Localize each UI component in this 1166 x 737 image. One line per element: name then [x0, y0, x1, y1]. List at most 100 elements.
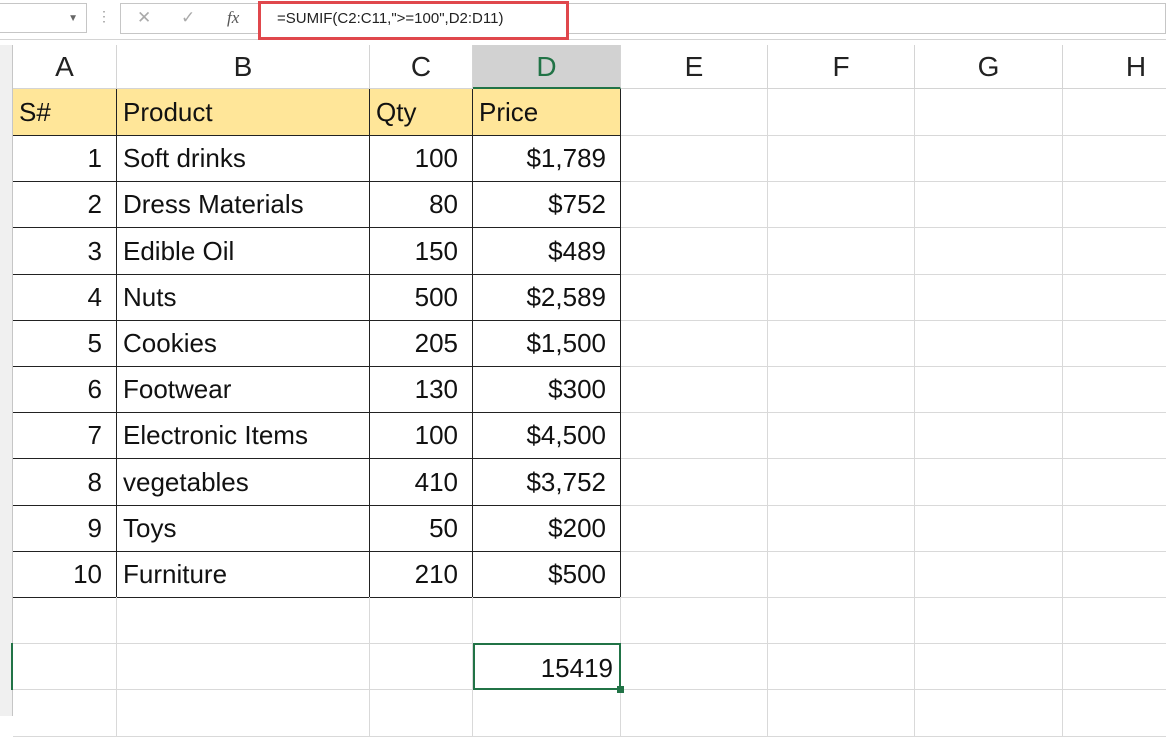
empty-cell[interactable] — [1063, 643, 1166, 691]
table-cell[interactable]: 80 — [370, 181, 473, 229]
table-cell[interactable]: 150 — [370, 227, 473, 275]
table-cell[interactable]: 100 — [370, 135, 473, 183]
empty-cell[interactable] — [1063, 181, 1166, 229]
empty-cell[interactable] — [915, 89, 1063, 136]
chevron-down-icon[interactable]: ▼ — [68, 13, 78, 24]
table-cell[interactable]: 6 — [13, 366, 117, 414]
empty-cell[interactable] — [768, 181, 915, 229]
table-cell[interactable]: vegetables — [117, 458, 370, 506]
table-cell[interactable]: 2 — [13, 181, 117, 229]
table-cell[interactable]: 410 — [370, 458, 473, 506]
empty-cell[interactable] — [1063, 320, 1166, 367]
empty-cell[interactable] — [621, 597, 768, 645]
empty-cell[interactable] — [768, 504, 915, 552]
table-cell[interactable]: 3 — [13, 227, 117, 275]
empty-cell[interactable] — [117, 689, 370, 737]
empty-cell[interactable] — [768, 458, 915, 506]
fx-icon[interactable]: fx — [227, 8, 240, 27]
empty-cell[interactable] — [915, 181, 1063, 229]
empty-cell[interactable] — [915, 273, 1063, 321]
table-cell[interactable]: 500 — [370, 273, 473, 321]
empty-cell[interactable] — [768, 412, 915, 460]
empty-cell[interactable] — [1063, 412, 1166, 460]
column-header-g[interactable]: G — [915, 45, 1063, 89]
cancel-icon[interactable]: ✕ — [137, 8, 152, 27]
empty-cell[interactable] — [768, 89, 915, 136]
empty-cell[interactable] — [915, 458, 1063, 506]
name-box[interactable]: ▼ — [0, 3, 87, 33]
column-header-f[interactable]: F — [768, 45, 915, 89]
empty-cell[interactable] — [621, 689, 768, 737]
empty-cell[interactable] — [370, 597, 473, 645]
table-cell[interactable]: Toys — [117, 504, 370, 552]
enter-icon[interactable]: ✓ — [181, 8, 196, 27]
drag-handle-icon[interactable]: ⋮ — [97, 8, 111, 24]
table-cell[interactable]: 1 — [13, 135, 117, 183]
empty-cell[interactable] — [13, 597, 117, 645]
column-header-d[interactable]: D — [473, 45, 621, 89]
empty-cell[interactable] — [1063, 597, 1166, 645]
empty-cell[interactable] — [1063, 228, 1166, 275]
empty-cell[interactable] — [768, 551, 915, 598]
table-cell[interactable]: Dress Materials — [117, 181, 370, 229]
table-cell[interactable]: $1,500 — [473, 320, 621, 367]
table-cell[interactable]: $300 — [473, 366, 621, 414]
empty-cell[interactable] — [370, 643, 473, 691]
empty-cell[interactable] — [1063, 366, 1166, 414]
table-cell[interactable]: Electronic Items — [117, 412, 370, 460]
column-header-a[interactable]: A — [13, 45, 117, 89]
empty-cell[interactable] — [1063, 505, 1166, 552]
empty-cell[interactable] — [473, 689, 621, 737]
table-cell[interactable]: Nuts — [117, 273, 370, 321]
empty-cell[interactable] — [621, 504, 768, 552]
empty-cell[interactable] — [915, 597, 1063, 645]
row-headers[interactable] — [0, 45, 13, 716]
empty-cell[interactable] — [915, 135, 1063, 183]
table-cell[interactable]: Edible Oil — [117, 227, 370, 275]
table-cell[interactable]: $3,752 — [473, 458, 621, 506]
empty-cell[interactable] — [117, 643, 370, 691]
table-cell[interactable]: Furniture — [117, 551, 370, 598]
empty-cell[interactable] — [621, 135, 768, 183]
table-cell[interactable]: 130 — [370, 366, 473, 414]
empty-cell[interactable] — [1063, 551, 1166, 598]
empty-cell[interactable] — [768, 320, 915, 367]
header-cell[interactable]: Qty — [370, 89, 473, 136]
empty-cell[interactable] — [621, 366, 768, 414]
empty-cell[interactable] — [621, 320, 768, 367]
table-cell[interactable]: $200 — [473, 504, 621, 552]
table-cell[interactable]: Footwear — [117, 366, 370, 414]
empty-cell[interactable] — [621, 273, 768, 321]
column-header-c[interactable]: C — [370, 45, 473, 89]
header-cell[interactable]: S# — [13, 89, 117, 136]
table-cell[interactable]: 210 — [370, 551, 473, 598]
empty-cell[interactable] — [1063, 135, 1166, 183]
empty-cell[interactable] — [1063, 459, 1166, 506]
empty-cell[interactable] — [915, 320, 1063, 367]
empty-cell[interactable] — [768, 227, 915, 275]
table-cell[interactable]: Soft drinks — [117, 135, 370, 183]
empty-cell[interactable] — [13, 689, 117, 737]
empty-cell[interactable] — [621, 89, 768, 136]
empty-cell[interactable] — [370, 689, 473, 737]
empty-cell[interactable] — [915, 504, 1063, 552]
fill-handle[interactable] — [617, 685, 624, 693]
empty-cell[interactable] — [915, 551, 1063, 598]
empty-cell[interactable] — [1063, 89, 1166, 136]
empty-cell[interactable] — [621, 551, 768, 598]
table-cell[interactable]: $752 — [473, 181, 621, 229]
column-header-h[interactable]: H — [1063, 45, 1166, 89]
empty-cell[interactable] — [768, 689, 915, 737]
header-cell[interactable]: Price — [473, 89, 621, 136]
empty-cell[interactable] — [1063, 690, 1166, 737]
table-cell[interactable]: 5 — [13, 320, 117, 367]
table-cell[interactable]: 4 — [13, 273, 117, 321]
empty-cell[interactable] — [915, 366, 1063, 414]
empty-cell[interactable] — [621, 181, 768, 229]
empty-cell[interactable] — [621, 458, 768, 506]
empty-cell[interactable] — [915, 643, 1063, 691]
empty-cell[interactable] — [768, 273, 915, 321]
empty-cell[interactable] — [621, 412, 768, 460]
empty-cell[interactable] — [768, 597, 915, 645]
table-cell[interactable]: 9 — [13, 504, 117, 552]
